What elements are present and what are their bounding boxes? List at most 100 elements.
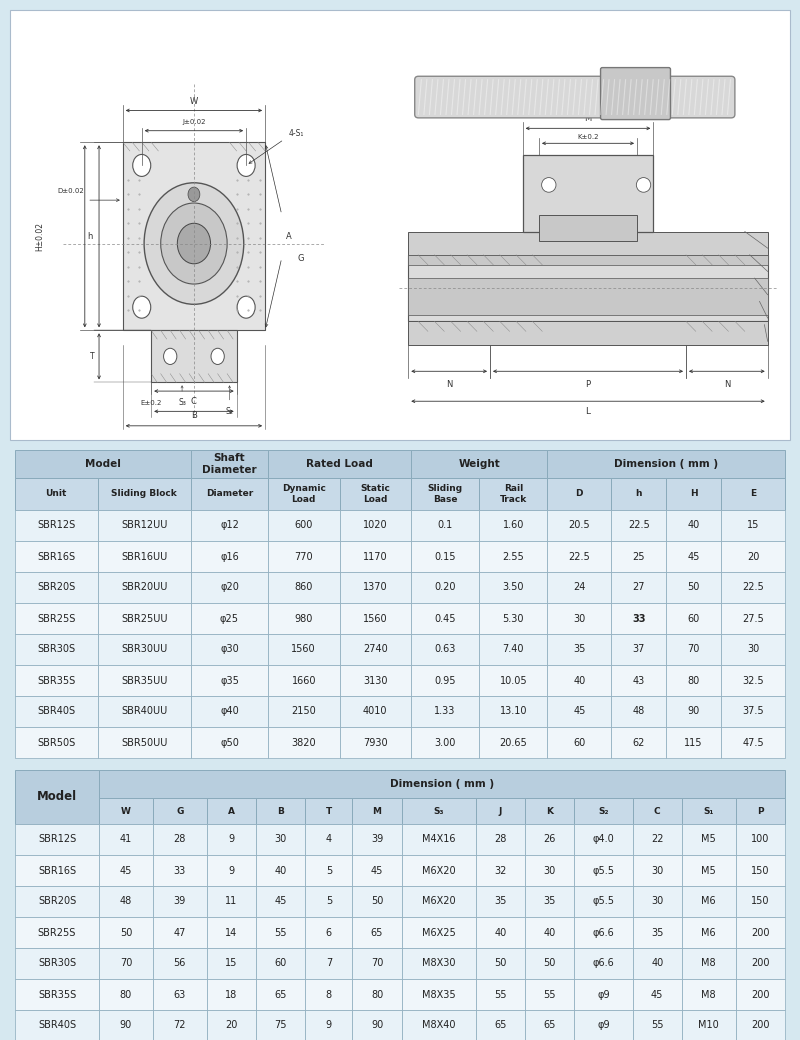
Bar bbox=[547, 450, 785, 478]
Text: 70: 70 bbox=[371, 959, 383, 968]
Text: 2150: 2150 bbox=[291, 706, 316, 717]
Text: 27: 27 bbox=[633, 582, 645, 593]
Bar bbox=[191, 603, 268, 634]
Text: 40: 40 bbox=[573, 676, 586, 685]
Text: 45: 45 bbox=[651, 989, 663, 999]
Bar bbox=[682, 824, 736, 855]
Text: φ50: φ50 bbox=[220, 737, 239, 748]
Bar bbox=[206, 798, 256, 824]
Text: M6: M6 bbox=[702, 896, 716, 907]
Text: Dynamic
Load: Dynamic Load bbox=[282, 485, 326, 503]
Text: 0.20: 0.20 bbox=[434, 582, 456, 593]
Bar bbox=[352, 1010, 402, 1040]
Text: 600: 600 bbox=[294, 520, 313, 530]
Bar bbox=[268, 450, 411, 478]
Text: C: C bbox=[654, 806, 661, 815]
Bar bbox=[525, 855, 574, 886]
Bar bbox=[666, 572, 722, 603]
Bar bbox=[633, 798, 682, 824]
Bar bbox=[352, 917, 402, 948]
Bar bbox=[99, 798, 153, 824]
Text: 770: 770 bbox=[294, 551, 313, 562]
Bar bbox=[633, 855, 682, 886]
Text: Sliding
Base: Sliding Base bbox=[427, 485, 462, 503]
Bar bbox=[352, 855, 402, 886]
Text: 20.5: 20.5 bbox=[569, 520, 590, 530]
Text: 25: 25 bbox=[633, 551, 645, 562]
Bar bbox=[99, 855, 153, 886]
Bar bbox=[268, 541, 339, 572]
Bar bbox=[633, 1010, 682, 1040]
Bar bbox=[339, 541, 411, 572]
Text: 5: 5 bbox=[326, 865, 332, 876]
Bar bbox=[411, 696, 479, 727]
Bar bbox=[191, 665, 268, 696]
Text: 35: 35 bbox=[573, 645, 586, 654]
Bar bbox=[306, 979, 352, 1010]
Bar bbox=[476, 1010, 525, 1040]
Text: 0.15: 0.15 bbox=[434, 551, 456, 562]
Bar bbox=[411, 510, 479, 541]
Bar bbox=[682, 979, 736, 1010]
Text: T: T bbox=[90, 352, 94, 361]
Bar bbox=[722, 727, 785, 758]
Bar bbox=[408, 255, 768, 265]
Text: Rail
Track: Rail Track bbox=[500, 485, 527, 503]
Bar bbox=[191, 541, 268, 572]
Bar bbox=[99, 917, 153, 948]
Circle shape bbox=[133, 296, 150, 318]
Text: P: P bbox=[757, 806, 764, 815]
Bar bbox=[98, 478, 191, 510]
Text: Diameter: Diameter bbox=[206, 490, 253, 498]
Text: 15: 15 bbox=[225, 959, 238, 968]
Text: SBR16UU: SBR16UU bbox=[121, 551, 167, 562]
Bar bbox=[574, 917, 633, 948]
Text: 28: 28 bbox=[174, 834, 186, 844]
Bar bbox=[206, 886, 256, 917]
Bar bbox=[15, 478, 98, 510]
Text: N: N bbox=[446, 380, 452, 389]
Bar bbox=[611, 696, 666, 727]
Bar bbox=[479, 541, 547, 572]
Bar bbox=[411, 450, 547, 478]
Text: 1660: 1660 bbox=[291, 676, 316, 685]
Text: SBR40S: SBR40S bbox=[38, 1020, 76, 1031]
Text: M5: M5 bbox=[702, 834, 716, 844]
Text: H: H bbox=[690, 490, 698, 498]
Text: S₂: S₂ bbox=[598, 806, 609, 815]
Text: Unit: Unit bbox=[46, 490, 67, 498]
Text: P: P bbox=[586, 380, 590, 389]
Text: 30: 30 bbox=[747, 645, 759, 654]
Bar bbox=[476, 824, 525, 855]
Text: D±0.02: D±0.02 bbox=[57, 188, 84, 194]
Text: 48: 48 bbox=[120, 896, 132, 907]
Text: 45: 45 bbox=[573, 706, 586, 717]
Bar bbox=[352, 824, 402, 855]
Bar bbox=[268, 478, 339, 510]
Text: 2740: 2740 bbox=[363, 645, 388, 654]
Text: Rated Load: Rated Load bbox=[306, 459, 373, 469]
Text: T: T bbox=[326, 806, 332, 815]
Circle shape bbox=[178, 224, 210, 264]
Bar bbox=[268, 572, 339, 603]
Bar bbox=[402, 855, 476, 886]
Text: 60: 60 bbox=[573, 737, 586, 748]
Text: 40: 40 bbox=[687, 520, 700, 530]
Bar bbox=[411, 727, 479, 758]
Bar bbox=[402, 824, 476, 855]
Bar bbox=[479, 478, 547, 510]
Text: 39: 39 bbox=[371, 834, 383, 844]
Text: 24: 24 bbox=[573, 582, 586, 593]
Text: L: L bbox=[586, 407, 590, 416]
Bar bbox=[98, 727, 191, 758]
Bar bbox=[153, 948, 206, 979]
Bar bbox=[611, 541, 666, 572]
Bar bbox=[153, 798, 206, 824]
Text: 3820: 3820 bbox=[291, 737, 316, 748]
Text: M6X25: M6X25 bbox=[422, 928, 455, 937]
Text: B: B bbox=[191, 411, 197, 420]
Text: SBR20S: SBR20S bbox=[37, 582, 75, 593]
Bar bbox=[722, 478, 785, 510]
Bar bbox=[476, 798, 525, 824]
Text: h: h bbox=[635, 490, 642, 498]
